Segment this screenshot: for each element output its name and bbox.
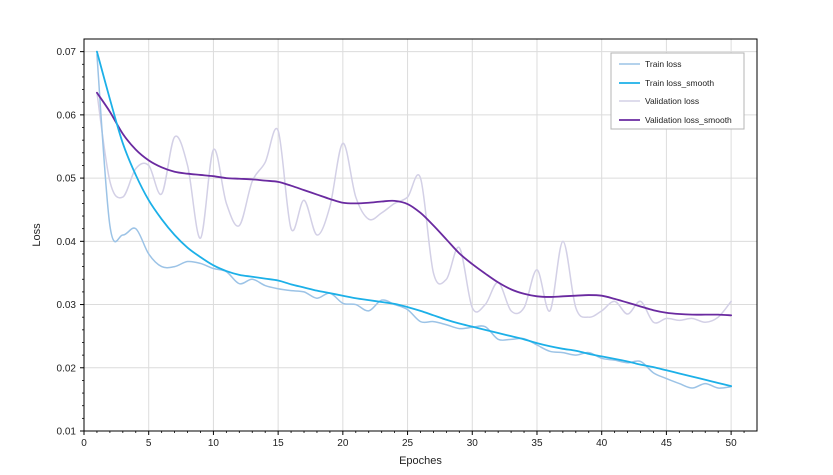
series-line-validation-loss xyxy=(96,91,732,324)
series-line-train-loss-smooth xyxy=(96,50,733,388)
y-tick-label: 0.06 xyxy=(57,110,77,121)
y-tick-label: 0.04 xyxy=(57,237,77,248)
legend-label-validation-loss: Validation loss xyxy=(645,96,699,106)
legend-box xyxy=(610,52,745,130)
legend-entry-train-loss-smooth: Train loss_smooth xyxy=(619,78,714,88)
y-tick-label: 0.07 xyxy=(57,47,77,58)
legend-entry-validation-loss: Validation loss xyxy=(619,96,699,106)
y-tick-label: 0.01 xyxy=(57,427,77,438)
series-line-train-loss xyxy=(96,54,732,389)
x-tick-label: 5 xyxy=(146,438,152,449)
y-axis-ticks: 0.01 0.02 0.03 0.04 0.05 0.06 0.07 xyxy=(57,47,84,438)
legend: Train loss Train loss_smooth Validation … xyxy=(610,52,745,130)
legend-label-train-loss-smooth: Train loss_smooth xyxy=(645,78,714,88)
y-tick-label: 0.02 xyxy=(57,363,77,374)
x-tick-label: 30 xyxy=(467,438,479,449)
series-line-validation-loss-smooth xyxy=(96,91,733,317)
y-tick-label: 0.05 xyxy=(57,174,77,185)
x-tick-label: 50 xyxy=(726,438,738,449)
x-axis-ticks: 0 5 10 15 20 25 30 35 40 45 50 xyxy=(81,431,745,449)
legend-label-validation-loss-smooth: Validation loss_smooth xyxy=(645,115,732,125)
x-tick-label: 35 xyxy=(531,438,543,449)
x-tick-label: 40 xyxy=(596,438,608,449)
x-tick-label: 45 xyxy=(661,438,673,449)
x-tick-label: 10 xyxy=(208,438,220,449)
legend-label-train-loss: Train loss xyxy=(645,59,682,69)
x-tick-label: 25 xyxy=(402,438,414,449)
y-tick-label: 0.03 xyxy=(57,300,77,311)
y-axis-label: Loss xyxy=(31,223,43,247)
x-tick-label: 15 xyxy=(273,438,285,449)
series-lines xyxy=(96,50,733,389)
x-tick-label: 20 xyxy=(337,438,349,449)
x-axis-label: Epoches xyxy=(399,455,442,467)
legend-entry-validation-loss-smooth: Validation loss_smooth xyxy=(619,115,732,125)
legend-entry-train-loss: Train loss xyxy=(619,59,682,69)
x-tick-label: 0 xyxy=(81,438,87,449)
